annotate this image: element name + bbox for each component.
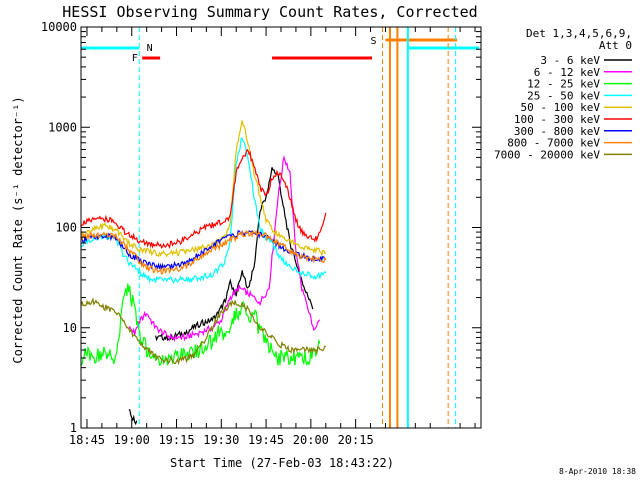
legend-entry-label: 7000 - 20000 keV [494, 148, 600, 161]
legend-entry-label: 3 - 6 keV [540, 54, 600, 67]
x-tick-label: 19:00 [114, 433, 150, 447]
flag-label-s: S [371, 36, 377, 47]
legend-title: Det 1,3,4,5,6,9, [526, 27, 632, 40]
series-line [80, 148, 327, 250]
series-line [80, 120, 326, 258]
series-line [128, 155, 321, 343]
legend-subtitle: Att 0 [599, 39, 632, 52]
legend-entry-label: 12 - 25 keV [527, 78, 600, 91]
y-tick-label: 10000 [41, 20, 77, 34]
series-line [80, 137, 327, 285]
series-line [80, 229, 327, 275]
x-axis-label: Start Time (27-Feb-03 18:43:22) [170, 456, 394, 470]
series-layer [80, 120, 327, 426]
x-tick-label: 18:45 [69, 433, 105, 447]
x-tick-label: 20:15 [338, 433, 374, 447]
footer-timestamp: 8-Apr-2010 18:38 [559, 467, 636, 476]
chart-title: HESSI Observing Summary Count Rates, Cor… [62, 3, 477, 21]
legend-entry-label: 50 - 100 keV [521, 101, 601, 114]
y-axis-label: Corrected Count Rate (s⁻¹ detector⁻¹) [11, 96, 25, 363]
legend-entry-label: 100 - 300 keV [514, 113, 600, 126]
series-line [128, 409, 138, 426]
x-tick-label: 20:00 [293, 433, 329, 447]
x-tick-label: 19:15 [158, 433, 194, 447]
y-tick-label: 1000 [48, 120, 77, 134]
legend-entry-label: 300 - 800 keV [514, 125, 600, 138]
legend-entry-label: 25 - 50 keV [527, 89, 600, 102]
legend-entry-label: 6 - 12 keV [534, 66, 601, 79]
legend-entry-label: 800 - 7000 keV [507, 137, 600, 150]
y-tick-label: 10 [63, 321, 77, 335]
flags-layer: NF S [81, 27, 479, 428]
flag-label-f: F [132, 53, 138, 64]
axes-layer: 1 10 100 1000 10000 18:45 19:00 19:15 19:30 19:45… [41, 20, 482, 447]
y-tick-label: 100 [55, 221, 77, 235]
flag-label-n: N [147, 43, 153, 54]
x-tick-label: 19:45 [248, 433, 284, 447]
x-tick-label: 19:30 [203, 433, 239, 447]
series-line [80, 297, 326, 366]
plot-frame [80, 26, 482, 429]
y-tick-label: 1 [70, 421, 77, 435]
